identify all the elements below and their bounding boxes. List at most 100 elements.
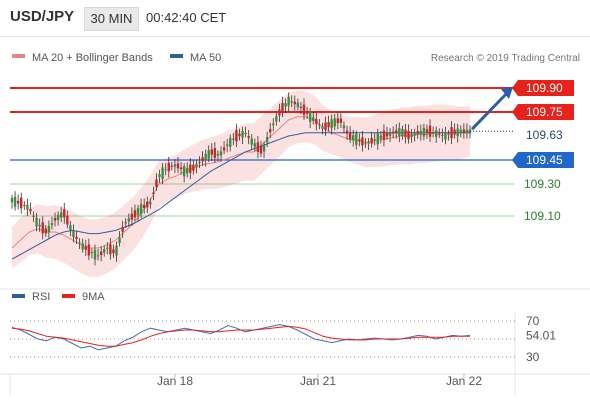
legend-swatch-1 [170, 54, 183, 58]
candle-body [441, 134, 444, 136]
candle-body [10, 198, 14, 203]
candle-body [373, 139, 376, 141]
rsi-ma-line [11, 325, 470, 347]
candle-body [318, 124, 321, 126]
candle-body [186, 167, 189, 174]
candle-body [428, 125, 432, 137]
candle-body [219, 151, 223, 156]
candle-body [75, 236, 78, 240]
candle-body [348, 132, 352, 140]
level-label-1: 109.75 [526, 105, 563, 119]
candle-body [192, 164, 195, 171]
candle-body [127, 218, 131, 222]
candle-body [20, 197, 23, 209]
candle-body [447, 133, 450, 136]
rsi-legend-swatch-0 [12, 294, 25, 298]
candle-body [324, 122, 327, 130]
candle-body [225, 144, 229, 147]
candle-body [250, 138, 253, 145]
candle-body [364, 143, 367, 145]
candle-body [201, 157, 204, 162]
candle-body [96, 255, 100, 257]
candle-body [164, 169, 167, 171]
candle-body [44, 228, 48, 234]
candle-body [47, 225, 51, 233]
candle-body [358, 139, 361, 141]
candle-body [391, 131, 395, 134]
candle-body [272, 123, 275, 126]
candle-body [16, 200, 20, 204]
candle-body [152, 192, 155, 194]
forecast-arrow-up [470, 88, 512, 131]
candle-body [109, 244, 112, 255]
candle-body [198, 162, 201, 164]
candle-body [103, 249, 106, 253]
candle-body [29, 208, 32, 212]
candle-body [419, 130, 423, 135]
time-label: 00:42:40 CET [146, 10, 227, 25]
candle-body [93, 249, 97, 260]
candle-body [296, 102, 300, 108]
candle-body [376, 133, 379, 145]
candle-body [182, 166, 186, 177]
candle-body [422, 127, 426, 137]
credit-label: Research © 2019 Trading Central [431, 53, 580, 64]
symbol-label: USD/JPY [10, 8, 75, 25]
candle-body [121, 226, 124, 232]
candle-body [339, 118, 343, 123]
candle-body [253, 143, 257, 147]
candle-body [247, 136, 250, 139]
candle-body [229, 137, 232, 147]
candle-body [434, 130, 438, 137]
timeframe-button[interactable]: 30 MIN [84, 7, 139, 31]
candle-body [66, 215, 69, 225]
candle-body [142, 204, 146, 208]
candle-body [284, 103, 287, 107]
candle-body [195, 163, 198, 168]
candle-body [244, 132, 247, 134]
candle-body [385, 132, 389, 137]
candle-body [84, 246, 87, 250]
candle-body [38, 224, 41, 227]
candle-body [342, 125, 346, 129]
candle-body [72, 230, 75, 238]
candle-body [81, 243, 84, 250]
candle-body [361, 137, 364, 146]
candle-body [410, 133, 413, 138]
candle-body [213, 148, 217, 158]
candle-body [99, 251, 103, 256]
candle-body [321, 126, 324, 129]
candle-body [118, 237, 121, 243]
candle-body [139, 204, 143, 214]
candle-body [336, 118, 340, 124]
candle-body [444, 132, 447, 140]
candle-body [146, 201, 149, 208]
candle-body [158, 174, 161, 177]
candle-body [112, 249, 115, 254]
candle-body [367, 142, 370, 144]
rsi-tick-0: 70 [526, 314, 540, 328]
candle-body [388, 131, 392, 136]
candle-body [256, 142, 260, 153]
level-label-4: 109.10 [524, 209, 561, 223]
candle-body [23, 205, 26, 207]
candle-body [133, 210, 137, 218]
candle-body [379, 135, 383, 139]
candle-body [53, 217, 57, 221]
candle-body [13, 196, 17, 207]
candle-body [63, 209, 66, 218]
candle-body [259, 146, 263, 154]
candle-body [290, 101, 293, 103]
candle-body [345, 130, 349, 134]
level-box-2 [512, 152, 574, 168]
candle-body [404, 129, 407, 138]
candle-body [450, 127, 453, 139]
candle-body [130, 213, 134, 220]
candle-body [462, 129, 466, 133]
candle-body [330, 119, 333, 129]
candle-body [207, 149, 210, 159]
candle-body [167, 162, 170, 172]
candle-body [176, 163, 180, 169]
candle-body [333, 118, 336, 127]
candle-body [41, 222, 44, 234]
